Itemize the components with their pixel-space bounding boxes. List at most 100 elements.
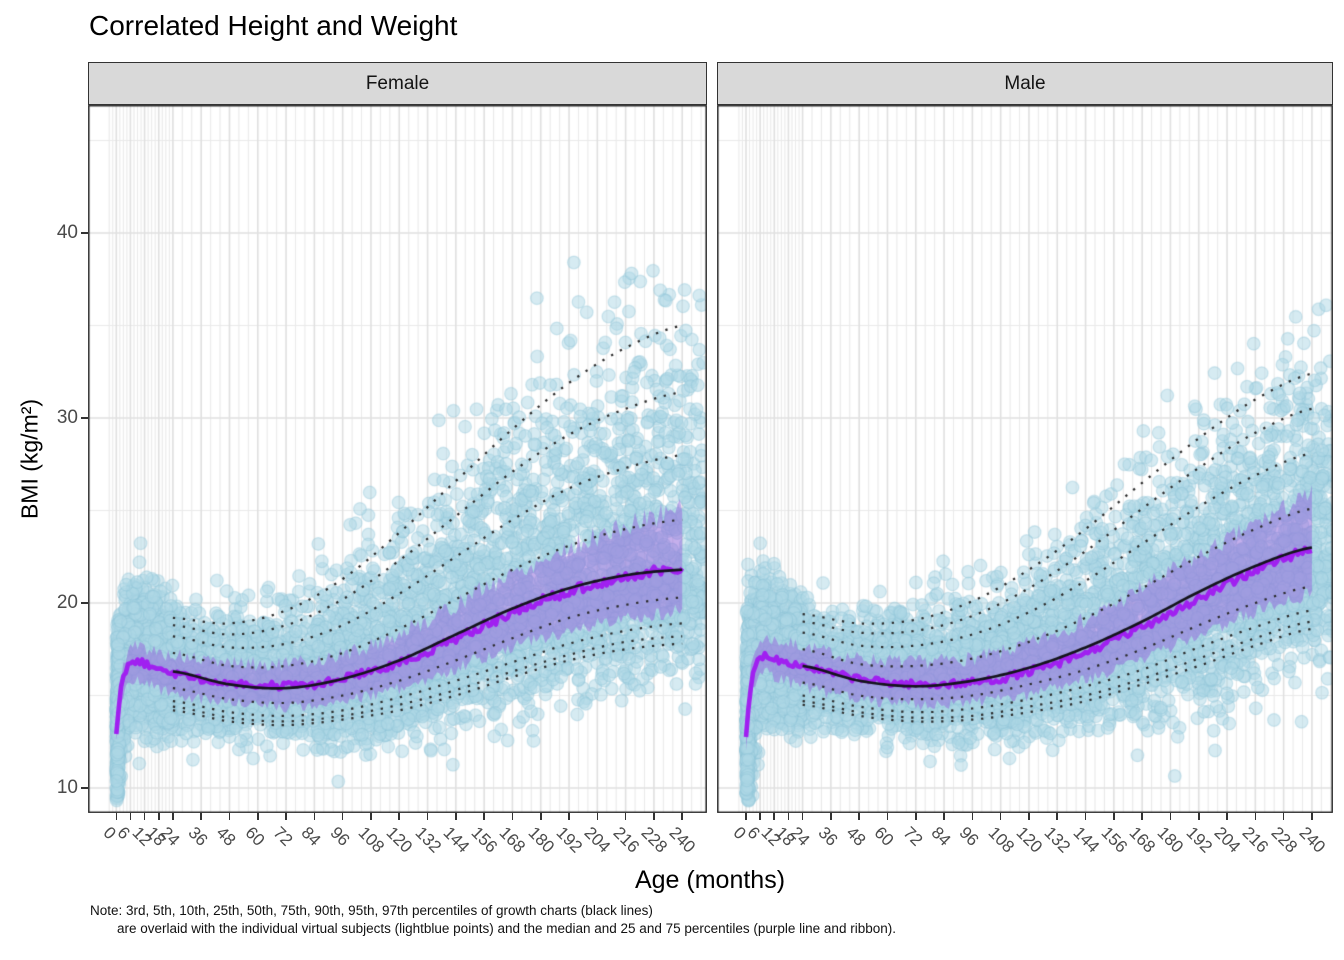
x-tick-mark [1084,813,1087,820]
x-tick-label: 216 [609,823,643,857]
facet-strip-female: Female [88,62,707,105]
caption-note-line1: Note: 3rd, 5th, 10th, 25th, 50th, 75th, … [90,903,653,918]
x-tick-mark [773,813,776,820]
x-tick-label: 204 [1210,823,1245,857]
x-tick-label: 60 [871,823,898,850]
x-tick-label: 180 [1154,823,1188,857]
x-tick-label: 156 [1097,823,1131,857]
x-tick-mark [228,813,231,820]
x-tick-label: 84 [297,823,325,850]
x-tick-label: 144 [1069,823,1103,857]
x-tick-label: 48 [213,823,240,850]
panel-plot-female [88,105,707,813]
x-tick-mark [511,813,514,820]
x-tick-mark [1169,813,1172,820]
x-tick-label: 228 [637,823,671,857]
y-tick-mark [81,232,88,234]
x-tick-label: 156 [467,823,502,857]
panel-plot-male [717,105,1333,813]
x-tick-mark [624,813,627,820]
x-tick-mark [568,813,570,820]
facet-strip-label-male: Male [1004,72,1046,94]
x-tick-mark [129,813,132,820]
x-tick-mark [943,813,945,820]
x-tick-mark [787,813,790,820]
x-tick-mark [1113,813,1115,820]
x-tick-label: 132 [1040,823,1075,857]
y-tick-mark [81,787,88,789]
x-tick-label: 60 [241,823,269,850]
x-tick-label: 192 [552,823,587,857]
x-tick-label: 120 [382,823,417,857]
x-tick-mark [539,813,542,820]
chart-title: Correlated Height and Weight [89,10,458,41]
caption-note-line2: are overlaid with the individual virtual… [117,920,896,936]
x-tick-label: 48 [842,823,870,850]
x-tick-mark [858,813,860,820]
x-tick-mark [914,813,917,820]
x-tick-mark [1226,813,1228,820]
x-tick-label: 228 [1267,823,1301,857]
y-tick-label: 30 [56,407,78,429]
x-tick-label: 204 [580,823,615,857]
x-tick-mark [341,813,344,820]
x-tick-mark [1311,813,1313,820]
x-tick-mark [745,813,747,820]
x-tick-label: 72 [269,823,297,850]
y-tick-mark [81,602,88,604]
x-tick-mark [172,813,174,820]
x-tick-label: 36 [814,823,842,850]
facet-strip-male: Male [717,62,1333,105]
x-tick-label: 168 [1125,823,1160,857]
x-tick-mark [1197,813,1200,820]
facet-strip-label-female: Female [365,72,430,94]
x-tick-mark [200,813,202,820]
x-tick-label: 96 [326,823,354,850]
x-tick-mark [1254,813,1257,820]
x-tick-mark [256,813,259,820]
x-tick-label: 180 [524,823,558,857]
x-tick-label: 108 [984,823,1018,857]
x-tick-mark [398,813,401,820]
x-tick-mark [999,813,1002,820]
x-tick-mark [801,813,804,820]
x-tick-mark [285,813,287,820]
x-tick-label: 144 [439,823,473,857]
x-tick-mark [1141,813,1143,820]
x-tick-mark [313,813,316,820]
x-tick-label: 72 [899,823,927,850]
x-tick-mark [143,813,146,820]
x-tick-mark [1282,813,1285,820]
x-tick-label: 240 [665,823,700,857]
y-tick-label: 40 [56,222,78,244]
x-tick-mark [971,813,974,820]
x-tick-label: 168 [496,823,530,857]
x-tick-mark [483,813,485,820]
x-tick-label: 108 [354,823,389,857]
x-tick-label: 84 [927,823,955,850]
x-tick-label: 120 [1012,823,1047,857]
x-tick-mark [886,813,889,820]
x-tick-mark [596,813,599,820]
x-tick-mark [157,813,160,820]
x-tick-label: 96 [955,823,983,850]
y-tick-label: 20 [56,592,78,614]
x-tick-mark [653,813,655,820]
x-tick-mark [370,813,372,820]
x-tick-label: 192 [1182,823,1216,857]
x-tick-label: 240 [1295,823,1329,857]
x-axis-title: Age (months) [634,866,786,894]
x-tick-label: 216 [1238,823,1273,857]
y-tick-label: 10 [56,777,78,799]
x-tick-mark [759,813,761,820]
y-tick-mark [81,417,88,419]
x-tick-mark [830,813,832,820]
x-tick-mark [681,813,683,820]
x-tick-mark [115,813,118,820]
x-tick-mark [1056,813,1059,820]
caption-note: Note: 3rd, 5th, 10th, 25th, 50th, 75th, … [90,902,896,937]
x-tick-label: 132 [411,823,445,857]
x-tick-mark [455,813,457,820]
x-tick-mark [426,813,429,820]
